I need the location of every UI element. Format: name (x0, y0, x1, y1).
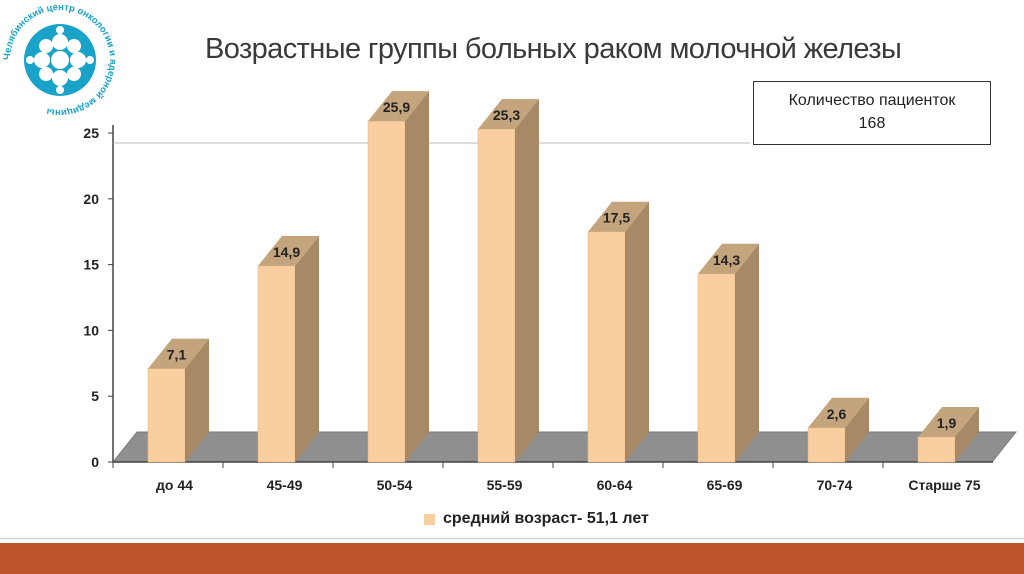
x-tick-label: 60-64 (597, 477, 633, 493)
bar (587, 231, 626, 463)
bar-side (515, 99, 539, 462)
bar-side (405, 91, 429, 462)
chart-floor (111, 431, 1018, 463)
bar-side (845, 397, 869, 462)
logo-icon: Челябинский центр онкологии и ядерной ме… (2, 2, 118, 118)
patient-count-value: 168 (858, 115, 886, 132)
bar-side (735, 243, 759, 462)
bar-top (148, 338, 209, 369)
y-tick-label: 0 (91, 454, 99, 470)
bar-side (625, 201, 649, 462)
data-label: 2,6 (827, 406, 847, 422)
y-tick-label: 25 (83, 125, 99, 141)
bar-top (368, 91, 429, 122)
bar (367, 120, 406, 463)
bar (697, 273, 736, 463)
bar-top (478, 99, 539, 130)
y-tick-label: 10 (83, 322, 99, 338)
patient-count-label: Количество пациенток (788, 92, 956, 109)
bar-top (808, 397, 869, 428)
bar (807, 427, 846, 463)
data-label: 14,9 (273, 244, 300, 260)
bar-side (955, 406, 979, 462)
x-tick-label: 65-69 (707, 477, 743, 493)
data-label: 25,9 (383, 99, 410, 115)
bar-top (258, 235, 319, 266)
bar-side (185, 338, 209, 462)
footer-divider (0, 538, 1024, 539)
page-title: Возрастные группы больных раком молочной… (205, 33, 902, 65)
x-tick-label: 70-74 (817, 477, 853, 493)
x-tick-label: 55-59 (487, 477, 523, 493)
y-tick-label: 15 (83, 257, 99, 273)
data-label: 25,3 (493, 107, 520, 123)
bar (147, 368, 186, 463)
bar-top (918, 406, 979, 437)
bar (257, 265, 296, 463)
y-tick-label: 5 (91, 388, 99, 404)
x-tick-label: 45-49 (267, 477, 303, 493)
chart-legend: средний возраст- 51,1 лет (424, 510, 649, 528)
legend-swatch (424, 513, 435, 525)
bar (917, 436, 956, 463)
data-label: 7,1 (167, 347, 187, 363)
data-label: 17,5 (603, 210, 630, 226)
bar-top (588, 201, 649, 232)
x-tick-label: до 44 (156, 477, 193, 493)
age-group-bar-chart: 0 5 10 15 20 25 до 44 45-49 50-54 55-59 60-64 65-69… (83, 91, 1018, 493)
bar-side (295, 235, 319, 462)
y-tick-label: 20 (83, 191, 99, 207)
legend-label: средний возраст- 51,1 лет (443, 510, 649, 527)
x-tick-label: 50-54 (377, 477, 413, 493)
bar (477, 128, 516, 463)
data-label: 1,9 (937, 415, 957, 431)
bar-top (698, 243, 759, 274)
patient-count-box: Количество пациенток 168 (753, 81, 991, 145)
data-label: 14,3 (713, 252, 740, 268)
x-tick-label: Старше 75 (908, 477, 980, 493)
footer-bar (0, 543, 1024, 574)
